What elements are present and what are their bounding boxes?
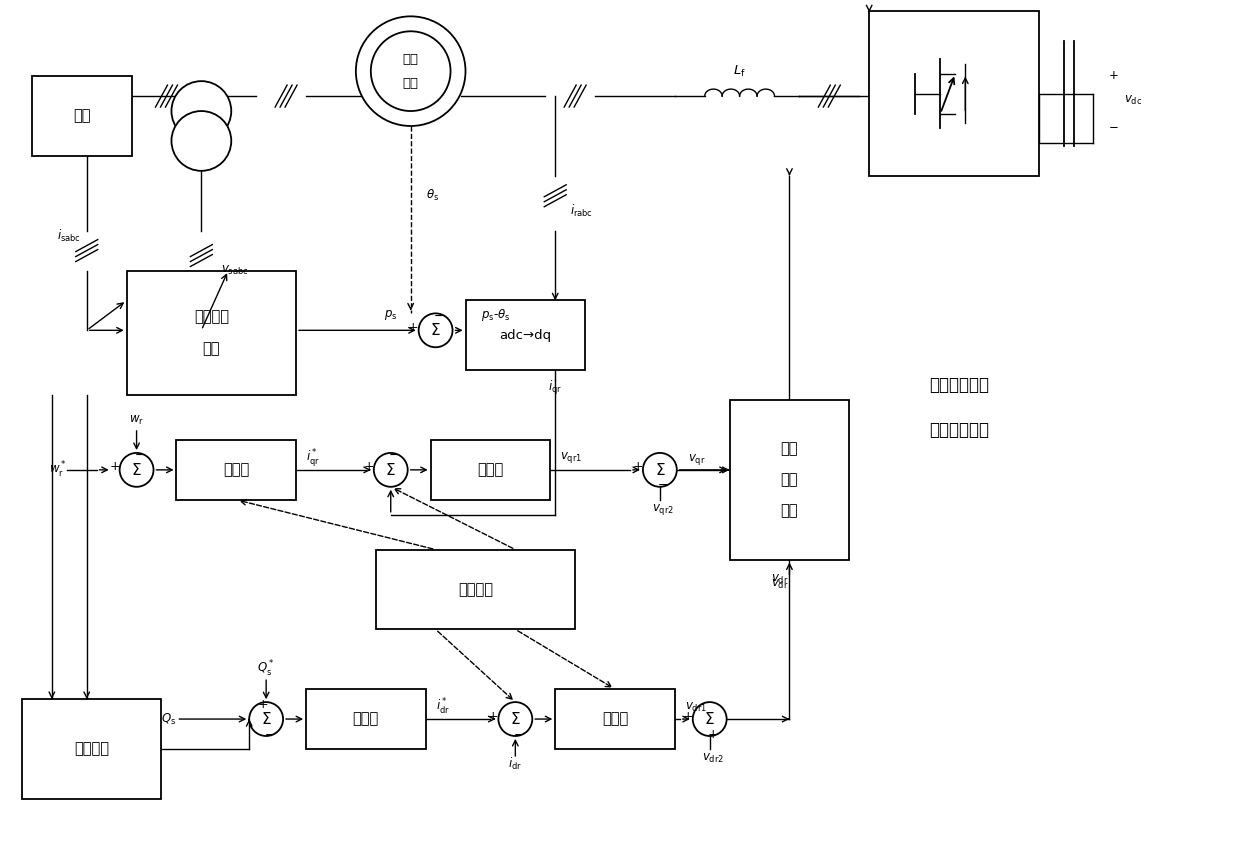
- Text: $\Sigma$: $\Sigma$: [704, 711, 715, 727]
- Text: 脉冲: 脉冲: [781, 441, 799, 456]
- Text: +: +: [109, 460, 120, 474]
- Text: $Q_{\rm s}^*$: $Q_{\rm s}^*$: [258, 659, 275, 679]
- Bar: [22, 699, 161, 799]
- Text: $\Sigma$: $\Sigma$: [131, 462, 141, 478]
- Bar: [306, 689, 425, 749]
- Text: $v_{\rm dr}$: $v_{\rm dr}$: [771, 573, 789, 586]
- Text: $p_{\rm s}$-$\theta_{\rm s}$: $p_{\rm s}$-$\theta_{\rm s}$: [481, 307, 510, 323]
- Text: 宽度: 宽度: [781, 472, 799, 487]
- Text: $\theta_{\rm s}$: $\theta_{\rm s}$: [425, 188, 439, 203]
- Text: $v_{\rm qr2}$: $v_{\rm qr2}$: [652, 502, 673, 517]
- Text: 优化方法: 优化方法: [458, 582, 494, 597]
- Bar: [556, 689, 675, 749]
- Text: $v_{\rm qr}$: $v_{\rm qr}$: [688, 452, 706, 468]
- Text: adc→dq: adc→dq: [500, 329, 552, 342]
- Circle shape: [373, 453, 408, 486]
- Text: 控制器: 控制器: [601, 711, 629, 727]
- Text: $p_{\rm s}$: $p_{\rm s}$: [384, 309, 398, 322]
- Text: $-$: $-$: [264, 728, 275, 740]
- Text: +: +: [632, 460, 644, 474]
- Text: 风机: 风机: [403, 77, 419, 90]
- Circle shape: [371, 32, 450, 111]
- Text: 控制器: 控制器: [352, 711, 379, 727]
- Text: 调制: 调制: [781, 504, 799, 519]
- Bar: [126, 270, 296, 395]
- Text: +: +: [363, 460, 374, 474]
- Text: $w_{\rm r}^*$: $w_{\rm r}^*$: [50, 460, 67, 480]
- Text: 控制器: 控制器: [223, 463, 249, 477]
- Text: $-$: $-$: [134, 448, 145, 462]
- Text: $-$: $-$: [388, 448, 399, 462]
- Text: $v_{\rm qr1}$: $v_{\rm qr1}$: [560, 451, 583, 465]
- Text: 定子励磁: 定子励磁: [193, 310, 229, 325]
- Text: 双馈风力发电: 双馈风力发电: [929, 376, 988, 394]
- Text: $-$: $-$: [433, 309, 444, 321]
- Text: $-$: $-$: [1109, 119, 1118, 132]
- Text: +: +: [682, 710, 693, 722]
- Circle shape: [693, 702, 727, 736]
- Text: $v_{\rm dr2}$: $v_{\rm dr2}$: [702, 752, 724, 765]
- Text: 控制器: 控制器: [477, 463, 503, 477]
- Text: 系统控制框架: 系统控制框架: [929, 421, 988, 439]
- Circle shape: [498, 702, 532, 736]
- Bar: [376, 550, 575, 629]
- Bar: [176, 440, 296, 500]
- Circle shape: [171, 81, 232, 141]
- Text: $\Sigma$: $\Sigma$: [430, 322, 441, 339]
- Text: $w_{\rm r}$: $w_{\rm r}$: [129, 414, 144, 427]
- Text: $-$: $-$: [513, 728, 523, 740]
- Text: $i_{\rm rabc}$: $i_{\rm rabc}$: [570, 203, 593, 219]
- Text: $i_{\rm qr}^*$: $i_{\rm qr}^*$: [306, 447, 320, 469]
- Text: $\Sigma$: $\Sigma$: [260, 711, 272, 727]
- Bar: [869, 11, 1039, 176]
- Text: $v_{\rm dc}$: $v_{\rm dc}$: [1125, 94, 1142, 107]
- Bar: [430, 440, 551, 500]
- Bar: [465, 300, 585, 370]
- Text: $v_{\rm sabc}$: $v_{\rm sabc}$: [221, 264, 249, 277]
- Text: 功率计算: 功率计算: [74, 741, 109, 757]
- Text: 电网: 电网: [73, 109, 91, 123]
- Text: 双馈: 双馈: [403, 53, 419, 66]
- Text: $Q_{\rm s}$: $Q_{\rm s}$: [161, 711, 176, 727]
- Text: $v_{\rm dr1}$: $v_{\rm dr1}$: [684, 700, 707, 714]
- Text: +: +: [408, 321, 418, 333]
- Text: $i_{\rm sabc}$: $i_{\rm sabc}$: [57, 227, 81, 244]
- Circle shape: [249, 702, 283, 736]
- Text: $\Sigma$: $\Sigma$: [510, 711, 521, 727]
- Circle shape: [642, 453, 677, 486]
- Circle shape: [119, 453, 154, 486]
- Text: $i_{\rm dr}$: $i_{\rm dr}$: [508, 756, 522, 772]
- Text: $i_{\rm dr}^*$: $i_{\rm dr}^*$: [435, 697, 450, 717]
- Text: $-$: $-$: [657, 478, 668, 492]
- Circle shape: [171, 111, 232, 171]
- Text: +: +: [258, 698, 269, 711]
- Text: $v_{\rm dr}$: $v_{\rm dr}$: [771, 578, 789, 591]
- Text: $\Sigma$: $\Sigma$: [386, 462, 396, 478]
- Bar: [32, 76, 131, 156]
- Text: +: +: [707, 728, 718, 740]
- Circle shape: [419, 314, 453, 347]
- Circle shape: [356, 16, 465, 126]
- Bar: [729, 400, 849, 559]
- Text: $\Sigma$: $\Sigma$: [655, 462, 665, 478]
- Text: $L_{\rm f}$: $L_{\rm f}$: [733, 63, 746, 79]
- Text: $i_{\rm qr}$: $i_{\rm qr}$: [548, 379, 562, 397]
- Text: +: +: [489, 710, 498, 722]
- Text: +: +: [1109, 69, 1118, 82]
- Text: 计算: 计算: [202, 341, 219, 356]
